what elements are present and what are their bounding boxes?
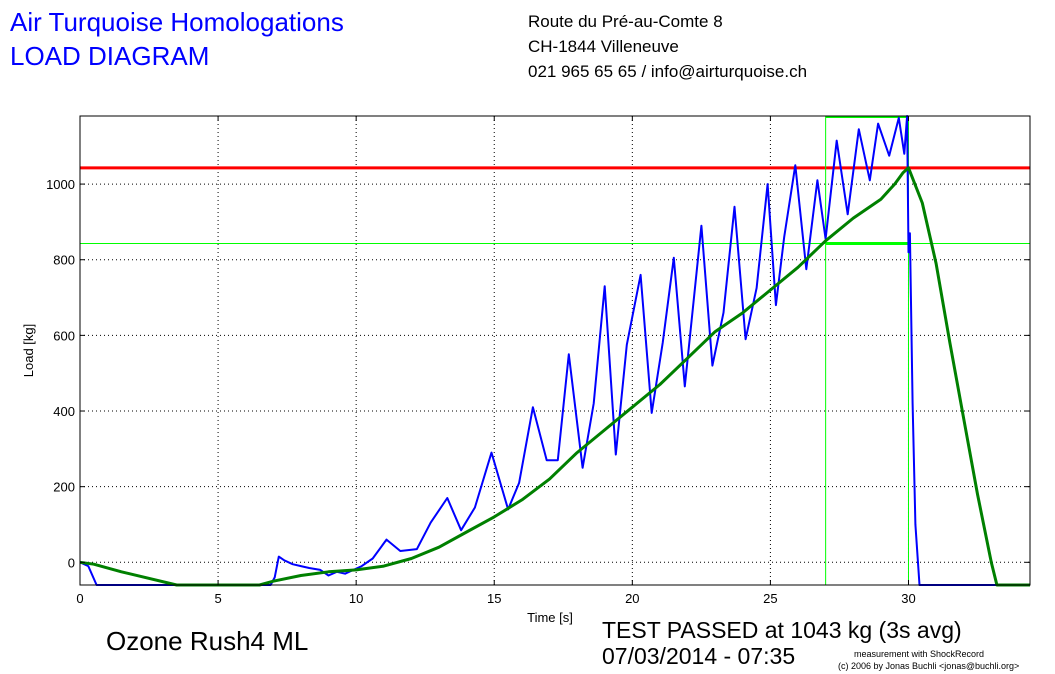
plot-frame xyxy=(79,115,1031,586)
glider-model: Ozone Rush4 ML xyxy=(106,626,309,656)
axis-ticks: 0 5 10 15 20 25 30 0 200 400 600 800 1000 xyxy=(46,116,1030,606)
document-title: LOAD DIAGRAM xyxy=(10,41,210,71)
load-series-raw xyxy=(79,115,1030,586)
x-axis-label: Time [s] xyxy=(527,610,573,625)
y-tick-label: 1000 xyxy=(46,177,75,192)
y-tick-label: 0 xyxy=(68,555,75,570)
y-axis-label: Load [kg] xyxy=(21,324,36,378)
company-name: Air Turquoise Homologations xyxy=(10,7,344,37)
address-line-2: CH-1844 Villeneuve xyxy=(528,37,679,56)
credit-line-2: (c) 2006 by Jonas Buchli <jonas@buchli.o… xyxy=(838,661,1020,671)
test-datetime: 07/03/2014 - 07:35 xyxy=(602,643,796,669)
x-tick-label: 5 xyxy=(214,591,221,606)
y-tick-label: 600 xyxy=(53,328,75,343)
chart-series xyxy=(79,115,1030,587)
test-result: TEST PASSED at 1043 kg (3s avg) xyxy=(602,617,962,643)
x-tick-label: 15 xyxy=(487,591,501,606)
y-tick-label: 400 xyxy=(53,404,75,419)
y-tick-label: 800 xyxy=(53,253,75,268)
y-tick-label: 200 xyxy=(53,480,75,495)
x-tick-label: 25 xyxy=(763,591,777,606)
x-tick-label: 30 xyxy=(901,591,915,606)
load-series-average xyxy=(79,166,1030,587)
chart-grid xyxy=(79,116,1030,585)
credit-line-1: measurement with ShockRecord xyxy=(854,649,985,659)
contact-line: 021 965 65 65 / info@airturquoise.ch xyxy=(528,62,808,81)
x-tick-label: 0 xyxy=(76,591,83,606)
x-tick-label: 10 xyxy=(349,591,363,606)
address-line-1: Route du Pré-au-Comte 8 xyxy=(528,12,723,31)
reference-lines xyxy=(80,116,1030,585)
x-tick-label: 20 xyxy=(625,591,639,606)
